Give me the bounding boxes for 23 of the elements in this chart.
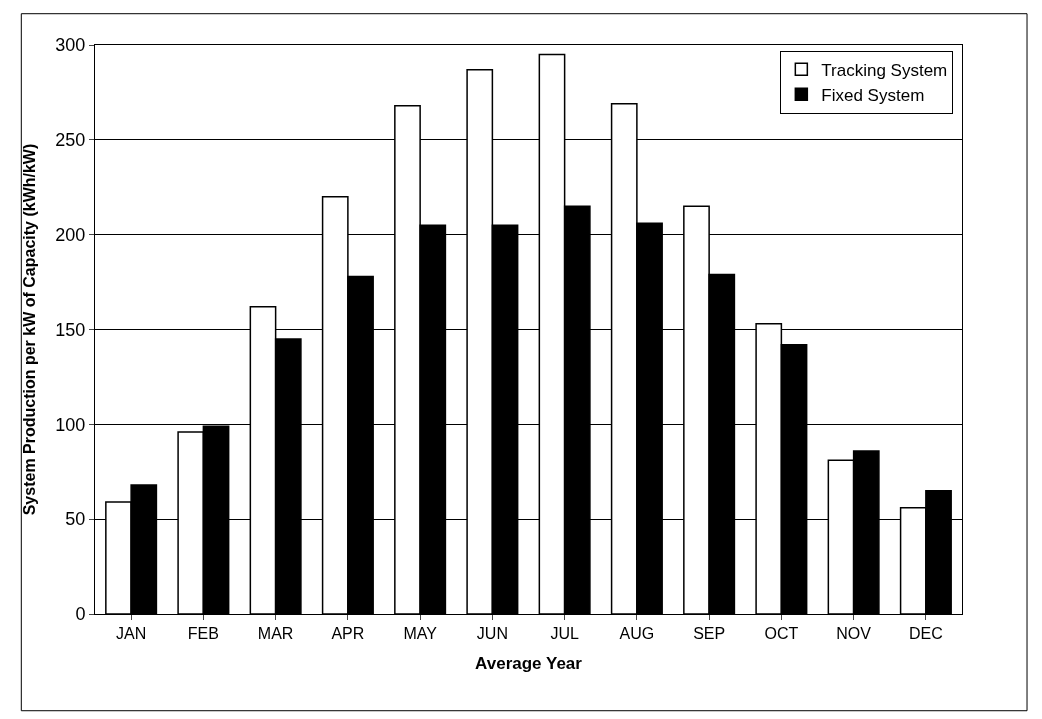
y-tick-label: 150 bbox=[55, 319, 86, 340]
y-tick-label: 50 bbox=[65, 509, 86, 530]
x-tick-label: AUG bbox=[619, 625, 655, 643]
x-tick-label: JAN bbox=[116, 625, 147, 643]
y-tick-label: 300 bbox=[55, 35, 86, 56]
x-tick-label: JUL bbox=[550, 625, 579, 643]
x-tick-label: APR bbox=[331, 625, 365, 643]
x-tick-label: MAR bbox=[257, 625, 294, 643]
legend-label: Tracking System bbox=[821, 60, 948, 80]
y-tick-label: 250 bbox=[55, 130, 86, 151]
x-tick-label: SEP bbox=[693, 625, 726, 643]
legend-label: Fixed System bbox=[821, 85, 925, 105]
x-tick-label: NOV bbox=[836, 625, 872, 643]
y-axis-title: System Production per kW of Capacity (kWh/kW) bbox=[21, 143, 39, 516]
x-tick-label: JUN bbox=[476, 625, 508, 643]
x-tick-label: FEB bbox=[187, 625, 219, 643]
x-tick-label: DEC bbox=[908, 625, 943, 643]
x-tick-label: OCT bbox=[764, 625, 799, 643]
x-axis-title: Average Year bbox=[475, 653, 583, 673]
y-tick-label: 0 bbox=[75, 604, 86, 625]
x-tick-label: MAY bbox=[403, 625, 438, 643]
y-tick-label: 100 bbox=[55, 414, 86, 435]
y-tick-label: 200 bbox=[55, 224, 86, 245]
